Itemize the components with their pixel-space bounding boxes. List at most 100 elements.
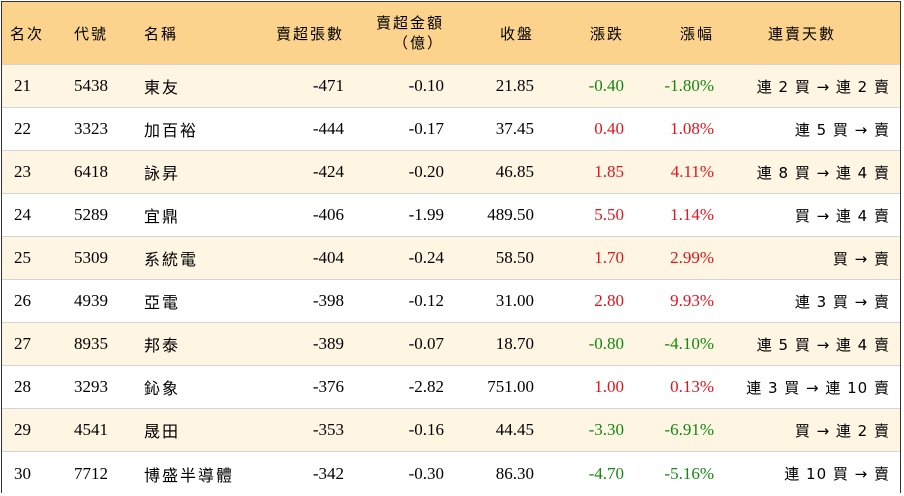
sell-shares-cell: -471 [312, 76, 344, 95]
close-price-cell: 58.50 [495, 248, 534, 267]
change-cell: 5.50 [594, 205, 624, 224]
change-pct-cell: 1.08% [670, 119, 714, 138]
code-cell: 4939 [74, 291, 108, 310]
sell-amount-cell: -0.07 [408, 334, 444, 353]
close-price-cell: 86.30 [495, 463, 534, 483]
table-row: 25 5309 系統電 -404 -0.24 58.50 1.70 2.99% 買 → 賣 [2, 237, 900, 280]
change-pct-cell: -5.16% [664, 463, 714, 483]
close-price-cell: 37.45 [495, 119, 534, 138]
code-cell: 6418 [74, 162, 108, 181]
header-code: 代號 [74, 24, 109, 43]
table-body: 21 5438 東友 -471 -0.10 21.85 -0.40 -1.80% 連 2 買 →… [2, 65, 900, 495]
stock-name-cell: 加百裕 [144, 121, 199, 140]
change-cell: -3.30 [588, 420, 624, 439]
code-cell: 5438 [74, 76, 108, 95]
table-row: 29 4541 晟田 -353 -0.16 44.45 -3.30 -6.91% 買 → 連 2… [2, 409, 900, 452]
rank-cell: 26 [14, 291, 31, 310]
change-pct-cell: 4.11% [670, 162, 714, 181]
close-price-cell: 31.00 [495, 291, 534, 310]
streak-cell: 買 → 連 4 賣 [794, 206, 890, 225]
stock-name-cell: 亞電 [144, 293, 181, 312]
table-row: 28 3293 鈊象 -376 -2.82 751.00 1.00 0.13% 連 3 買 → … [2, 366, 900, 409]
sell-shares-cell: -404 [312, 248, 344, 267]
rank-cell: 25 [14, 248, 31, 267]
streak-cell: 連 2 買 → 連 2 賣 [756, 77, 890, 96]
stock-name-cell: 宜鼎 [144, 207, 181, 226]
streak-cell: 連 8 買 → 連 4 賣 [756, 163, 890, 182]
sell-amount-cell: -0.12 [408, 291, 444, 310]
code-cell: 7712 [74, 463, 108, 483]
rank-cell: 27 [14, 334, 31, 353]
change-pct-cell: 2.99% [670, 248, 714, 267]
rank-cell: 22 [14, 119, 31, 138]
header-change: 漲跌 [589, 24, 624, 43]
header-streak: 連賣天數 [767, 24, 836, 43]
sell-amount-cell: -0.17 [408, 119, 444, 138]
change-pct-cell: -4.10% [664, 334, 714, 353]
change-pct-cell: -6.91% [664, 420, 714, 439]
streak-cell: 連 5 買 → 連 4 賣 [756, 335, 890, 354]
close-price-cell: 18.70 [495, 334, 534, 353]
table-header: 名次 代號 名稱 賣超張數 賣超金額 （億） 收盤 漲跌 漲幅 連賣天數 [2, 2, 900, 65]
sell-shares-cell: -353 [312, 420, 344, 439]
change-cell: 1.70 [594, 248, 624, 267]
rank-cell: 21 [14, 76, 31, 95]
sell-shares-cell: -406 [312, 205, 344, 224]
stock-name-cell: 鈊象 [144, 379, 181, 398]
sell-shares-cell: -398 [312, 291, 344, 310]
sell-shares-cell: -376 [312, 377, 344, 396]
streak-cell: 買 → 賣 [832, 249, 890, 268]
code-cell: 4541 [74, 420, 108, 439]
sell-shares-cell: -444 [312, 119, 344, 138]
code-cell: 3323 [74, 119, 108, 138]
streak-cell: 買 → 連 2 賣 [794, 421, 890, 440]
streak-cell: 連 3 買 → 連 10 賣 [746, 378, 890, 397]
table-row: 23 6418 詠昇 -424 -0.20 46.85 1.85 4.11% 連 8 買 → 連… [2, 151, 900, 194]
stock-name-cell: 邦泰 [144, 336, 181, 355]
close-price-cell: 46.85 [495, 162, 534, 181]
streak-cell: 連 10 買 → 賣 [784, 465, 890, 483]
change-cell: 1.00 [594, 377, 624, 396]
change-cell: 0.40 [594, 119, 624, 138]
change-pct-cell: 1.14% [670, 205, 714, 224]
stock-name-cell: 詠昇 [144, 164, 181, 183]
sell-shares-cell: -342 [312, 463, 344, 483]
table-row: 26 4939 亞電 -398 -0.12 31.00 2.80 9.93% 連 3 買 → 賣 [2, 280, 900, 323]
sell-amount-cell: -2.82 [408, 377, 444, 396]
stock-name-cell: 晟田 [144, 422, 181, 441]
change-pct-cell: -1.80% [664, 76, 714, 95]
close-price-cell: 44.45 [495, 420, 534, 439]
sell-amount-cell: -1.99 [408, 205, 444, 224]
rank-cell: 23 [14, 162, 31, 181]
stock-name-cell: 博盛半導體 [144, 465, 235, 485]
table-row: 24 5289 宜鼎 -406 -1.99 489.50 5.50 1.14% 買 → 連 4 … [2, 194, 900, 237]
code-cell: 5309 [74, 248, 108, 267]
sell-amount-cell: -0.16 [408, 420, 444, 439]
table-row: 21 5438 東友 -471 -0.10 21.85 -0.40 -1.80% 連 2 買 →… [2, 65, 900, 108]
header-close: 收盤 [499, 24, 534, 43]
sell-amount-cell: -0.30 [408, 463, 444, 483]
change-cell: 2.80 [594, 291, 624, 310]
header-name: 名稱 [144, 24, 179, 43]
streak-cell: 連 3 買 → 賣 [794, 292, 890, 311]
rank-cell: 24 [14, 205, 31, 224]
sell-shares-cell: -389 [312, 334, 344, 353]
code-cell: 3293 [74, 377, 108, 396]
rank-cell: 30 [14, 463, 31, 483]
code-cell: 8935 [74, 334, 108, 353]
close-price-cell: 751.00 [487, 377, 534, 396]
streak-cell: 連 5 買 → 賣 [794, 120, 890, 139]
table-row: 30 7712 博盛半導體 -342 -0.30 86.30 -4.70 -5.16% 連 10… [2, 452, 900, 495]
table-row: 22 3323 加百裕 -444 -0.17 37.45 0.40 1.08% 連 5 買 → … [2, 108, 900, 151]
header-sell-amount-unit: （億） [392, 34, 444, 52]
sell-amount-cell: -0.24 [408, 248, 444, 267]
sell-shares-cell: -424 [312, 162, 344, 181]
header-pct: 漲幅 [679, 24, 714, 43]
sell-amount-cell: -0.10 [408, 76, 444, 95]
change-cell: -4.70 [588, 463, 624, 483]
table-row: 27 8935 邦泰 -389 -0.07 18.70 -0.80 -4.10% 連 5 買 →… [2, 323, 900, 366]
stock-name-cell: 系統電 [144, 250, 199, 269]
close-price-cell: 489.50 [487, 205, 534, 224]
header-sell-amount-label: 賣超金額 [375, 14, 444, 32]
